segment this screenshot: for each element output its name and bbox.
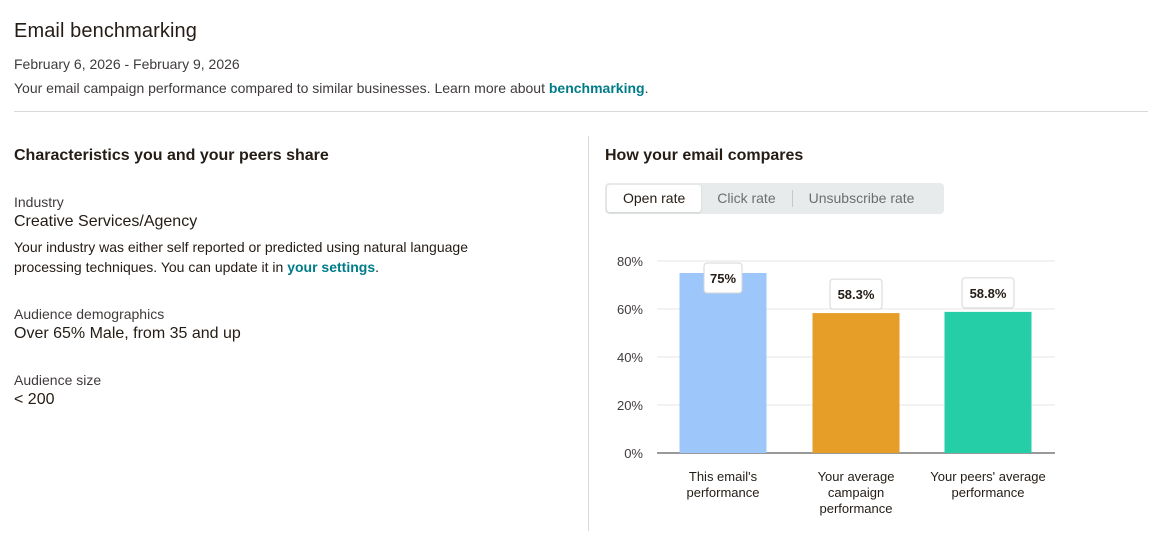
header-divider: [14, 111, 1148, 112]
bar: [679, 273, 767, 453]
compare-panel: How your email compares Open rate Click …: [605, 146, 1145, 214]
y-tick-label: 60%: [617, 302, 643, 317]
intro-text: Your email campaign performance compared…: [14, 78, 1149, 98]
your-settings-link[interactable]: your settings: [287, 259, 376, 275]
category-label: performance: [820, 501, 893, 516]
benchmarking-link[interactable]: benchmarking: [548, 80, 645, 96]
demographics-label: Audience demographics: [14, 306, 165, 322]
industry-value: Creative Services/Agency: [14, 213, 198, 230]
industry-description-end: .: [375, 259, 379, 275]
audience-size-section: Audience size < 200: [14, 371, 574, 411]
characteristics-title: Characteristics you and your peers share: [14, 147, 329, 164]
intro-text-body: Your email campaign performance compared…: [14, 80, 549, 96]
audience-size-value: < 200: [14, 391, 55, 408]
intro-text-end: .: [644, 80, 649, 96]
y-tick-label: 80%: [617, 254, 643, 269]
industry-section: Industry Creative Services/Agency Your i…: [14, 193, 574, 277]
category-label: Your average: [818, 469, 895, 484]
category-label: campaign: [828, 485, 884, 500]
compare-title: How your email compares: [605, 147, 804, 164]
bar: [944, 311, 1032, 453]
date-range: February 6, 2026 - February 9, 2026: [14, 56, 240, 72]
tab-separator: [791, 190, 793, 207]
category-label: Your peers' average: [930, 469, 1045, 484]
page-title: Email benchmarking: [14, 20, 197, 42]
y-tick-label: 20%: [617, 398, 643, 413]
bar: [812, 313, 900, 453]
tab-unsubscribe-rate[interactable]: Unsubscribe rate: [808, 190, 915, 206]
data-label-box: [829, 278, 883, 310]
characteristics-panel: Characteristics you and your peers share…: [14, 146, 574, 411]
industry-description-text: Your industry was either self reported o…: [14, 239, 468, 275]
tab-click-rate[interactable]: Click rate: [717, 190, 776, 206]
demographics-value: Over 65% Male, from 35 and up: [14, 325, 241, 342]
category-label: performance: [952, 485, 1025, 500]
data-label-box: [961, 277, 1015, 309]
category-label: This email's: [689, 469, 758, 484]
tab-open-rate[interactable]: Open rate: [607, 185, 702, 212]
audience-size-label: Audience size: [14, 372, 102, 388]
industry-label: Industry: [14, 194, 64, 210]
data-label-box: [703, 262, 743, 294]
demographics-section: Audience demographics Over 65% Male, fro…: [14, 305, 574, 345]
data-label: 58.8%: [970, 286, 1007, 301]
benchmark-bar-chart: 0%20%40%60%80%75%This email'sperformance…: [617, 254, 1055, 516]
y-tick-label: 40%: [617, 350, 643, 365]
category-label: performance: [687, 485, 760, 500]
column-divider: [588, 136, 589, 531]
data-label: 58.3%: [838, 287, 875, 302]
header: Email benchmarking February 6, 2026 - Fe…: [14, 18, 1149, 98]
y-tick-label: 0%: [624, 446, 643, 461]
industry-description: Your industry was either self reported o…: [14, 237, 514, 277]
metric-tabs: Open rate Click rate Unsubscribe rate: [605, 183, 944, 214]
data-label: 75%: [710, 271, 736, 286]
